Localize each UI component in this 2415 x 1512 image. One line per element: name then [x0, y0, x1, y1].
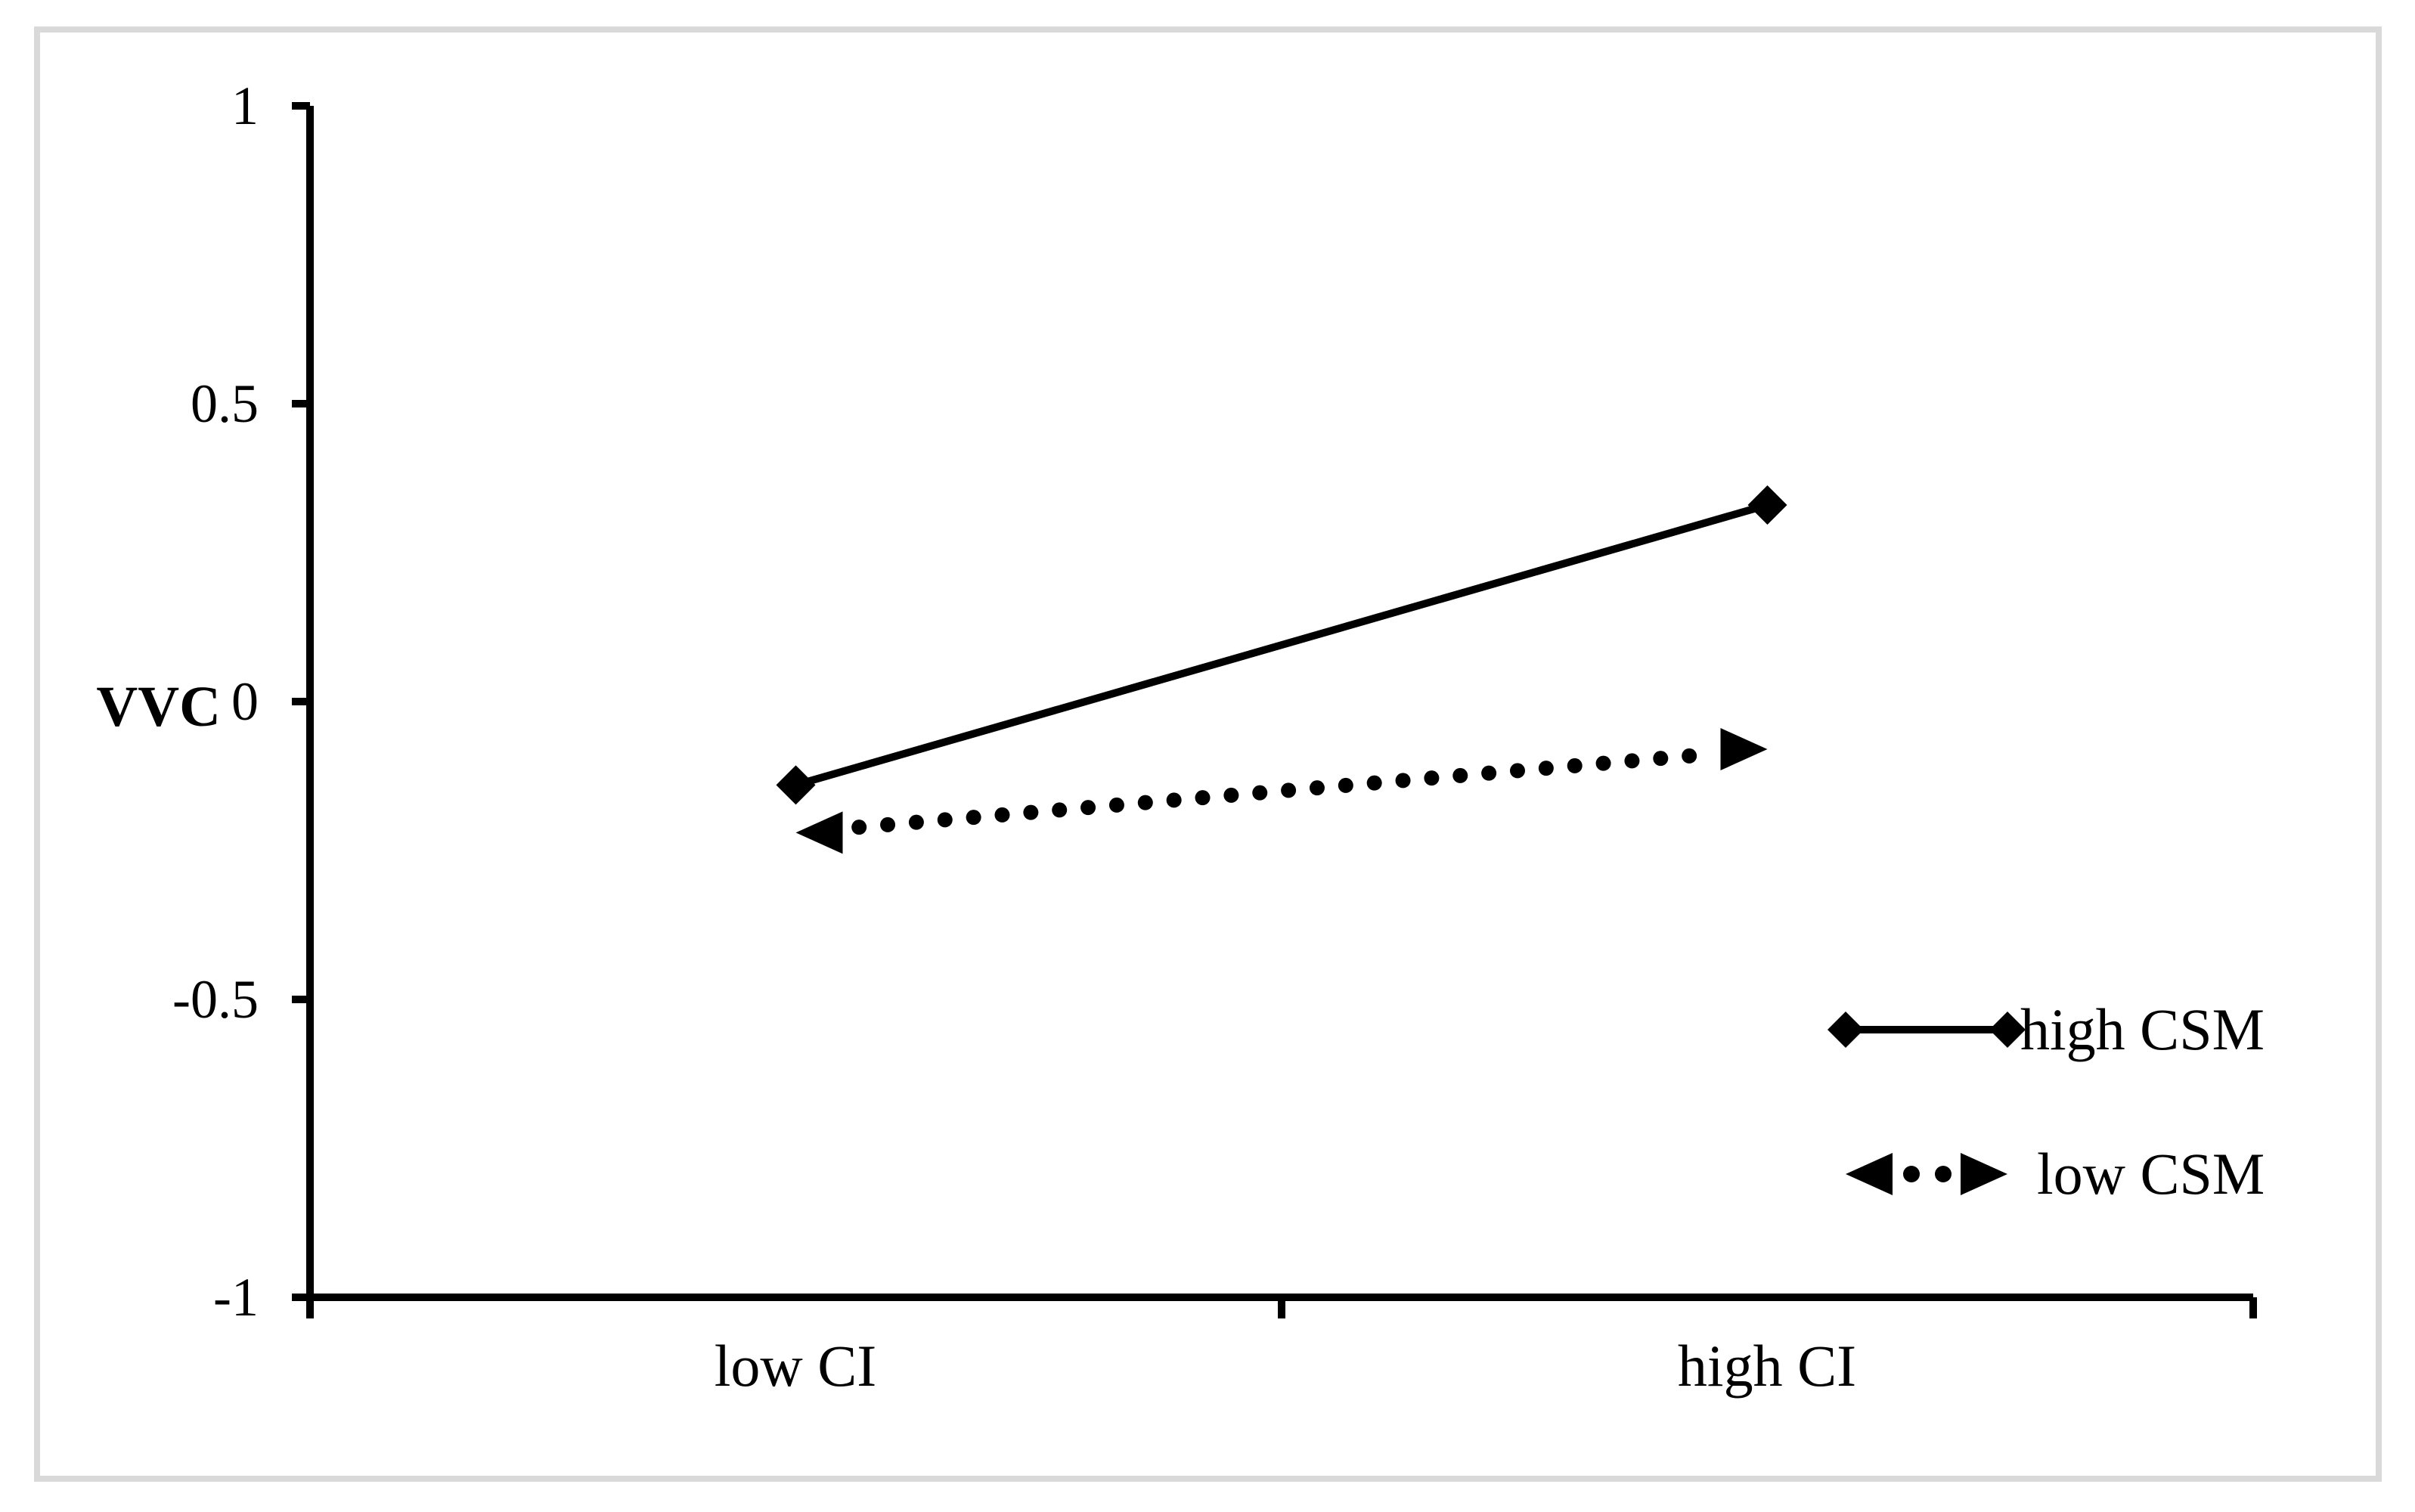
- series-high-csm-marker: [1747, 485, 1787, 525]
- legend-label-high-csm: high CSM: [2020, 996, 2265, 1062]
- x-category-label-low-ci: low CI: [714, 1333, 877, 1399]
- y-tick-label-0.5: 0.5: [191, 373, 259, 434]
- axes: [293, 106, 2253, 1318]
- y-axis-title: VVC: [96, 675, 221, 739]
- series-low-csm-marker: [795, 811, 843, 854]
- legend-low-csm-dot: [1903, 1166, 1920, 1182]
- x-category-label-high-ci: high CI: [1677, 1333, 1857, 1399]
- series-high-csm-line: [795, 501, 1769, 789]
- series-low-csm-marker: [1720, 728, 1768, 771]
- figure-border: [34, 26, 2382, 1482]
- y-tick-label-1: 1: [231, 76, 259, 136]
- y-tick-label--1: -1: [213, 1267, 259, 1328]
- legend-high-csm-marker: [1989, 1012, 2026, 1048]
- legend-low-csm-marker: [1846, 1153, 1893, 1195]
- legend-low-csm-dot: [1935, 1166, 1952, 1182]
- series-low-csm-line: [851, 747, 1712, 835]
- y-tick-label-0: 0: [231, 671, 259, 732]
- y-tick-label--0.5: -0.5: [172, 969, 259, 1030]
- series-high-csm-marker: [776, 765, 816, 805]
- legend-high-csm-marker: [1828, 1012, 1864, 1048]
- legend-label-low-csm: low CSM: [2037, 1141, 2265, 1207]
- legend-low-csm-marker: [1961, 1153, 2007, 1195]
